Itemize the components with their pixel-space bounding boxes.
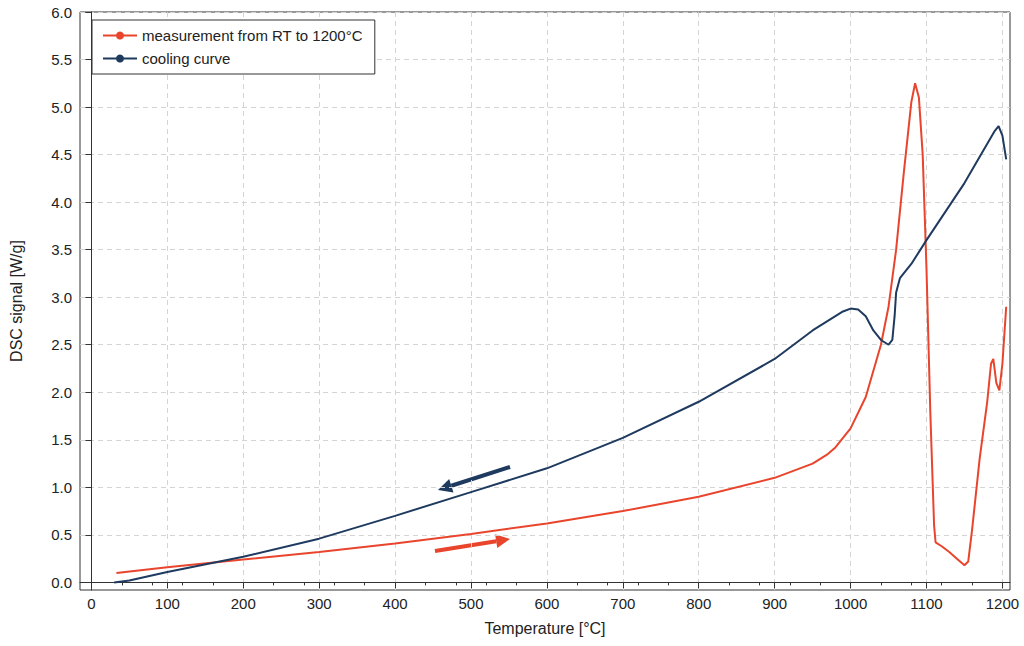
svg-text:200: 200 bbox=[231, 595, 256, 612]
svg-text:1.0: 1.0 bbox=[51, 479, 72, 496]
svg-text:DSC signal [W/g]: DSC signal [W/g] bbox=[8, 240, 25, 362]
svg-text:1.5: 1.5 bbox=[51, 431, 72, 448]
svg-text:5.5: 5.5 bbox=[51, 51, 72, 68]
svg-text:2.0: 2.0 bbox=[51, 384, 72, 401]
svg-text:2.5: 2.5 bbox=[51, 336, 72, 353]
svg-text:0.0: 0.0 bbox=[51, 574, 72, 591]
svg-text:100: 100 bbox=[155, 595, 180, 612]
svg-text:0: 0 bbox=[87, 595, 95, 612]
svg-text:1200: 1200 bbox=[986, 595, 1019, 612]
svg-text:300: 300 bbox=[307, 595, 332, 612]
svg-text:Temperature [°C]: Temperature [°C] bbox=[484, 620, 605, 637]
svg-text:400: 400 bbox=[383, 595, 408, 612]
svg-text:1000: 1000 bbox=[834, 595, 867, 612]
svg-text:cooling curve: cooling curve bbox=[142, 50, 230, 67]
svg-text:4.0: 4.0 bbox=[51, 194, 72, 211]
svg-text:600: 600 bbox=[534, 595, 559, 612]
svg-text:4.5: 4.5 bbox=[51, 146, 72, 163]
svg-text:800: 800 bbox=[686, 595, 711, 612]
svg-text:1100: 1100 bbox=[910, 595, 942, 612]
svg-text:500: 500 bbox=[458, 595, 483, 612]
svg-text:3.0: 3.0 bbox=[51, 289, 72, 306]
svg-text:900: 900 bbox=[762, 595, 787, 612]
svg-text:0.5: 0.5 bbox=[51, 526, 72, 543]
svg-text:3.5: 3.5 bbox=[51, 241, 72, 258]
svg-text:5.0: 5.0 bbox=[51, 99, 72, 116]
svg-text:700: 700 bbox=[610, 595, 635, 612]
svg-text:6.0: 6.0 bbox=[51, 4, 72, 21]
svg-text:measurement from RT to 1200°C: measurement from RT to 1200°C bbox=[142, 27, 363, 44]
